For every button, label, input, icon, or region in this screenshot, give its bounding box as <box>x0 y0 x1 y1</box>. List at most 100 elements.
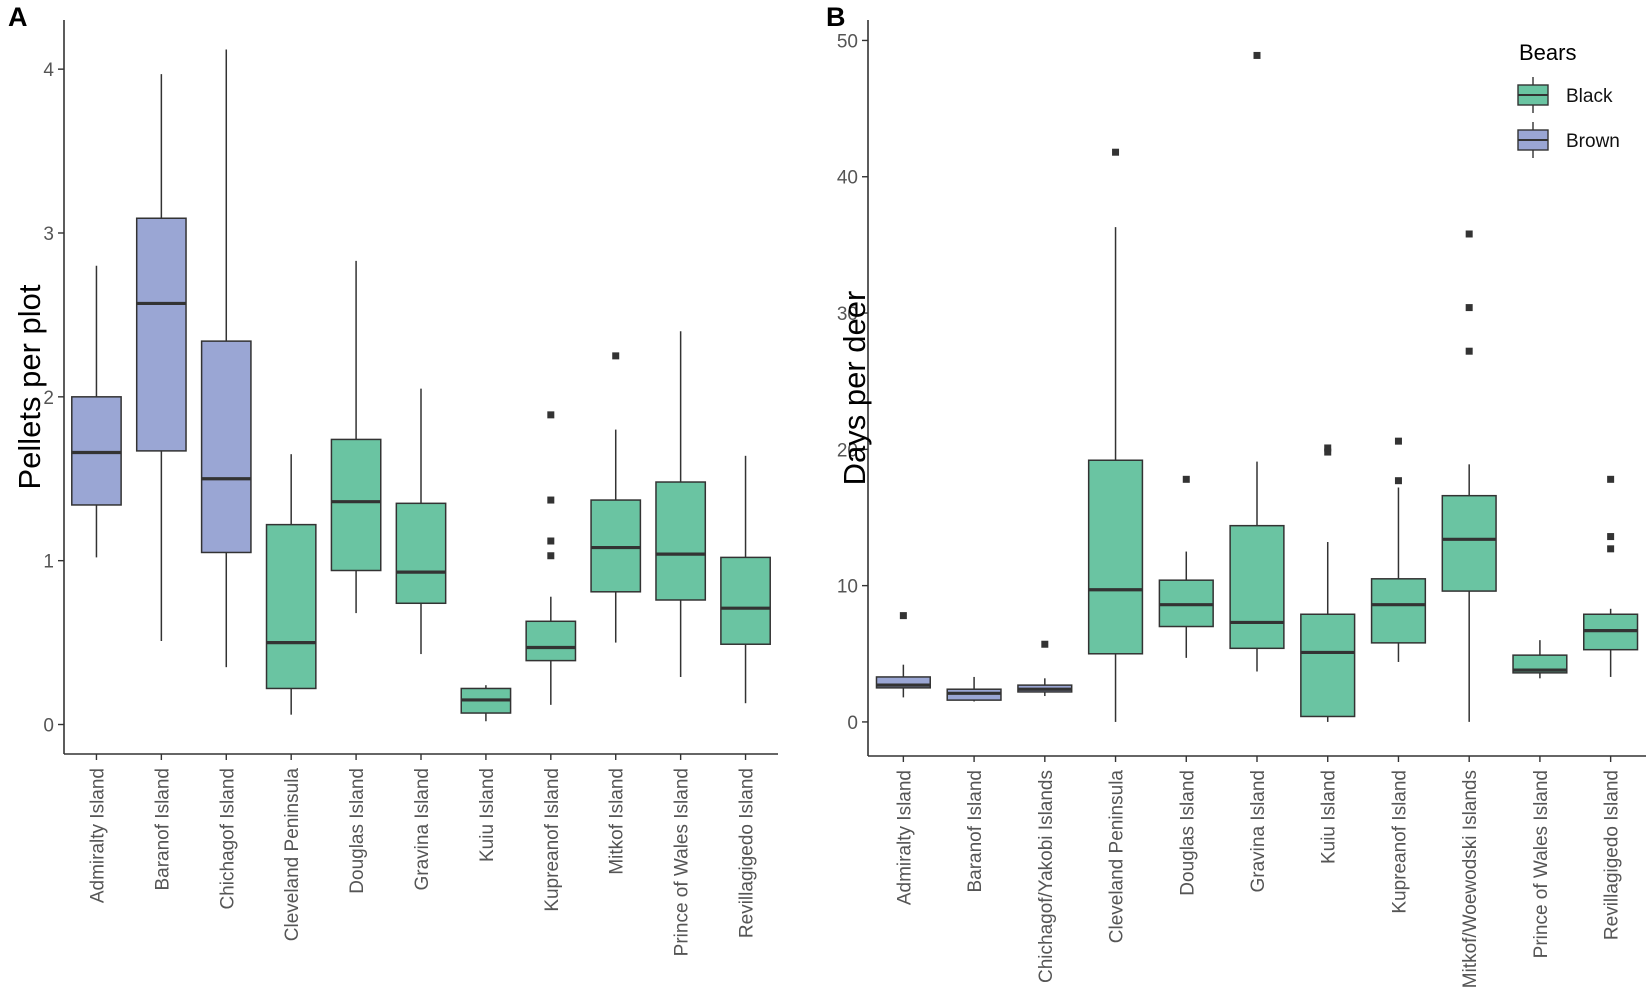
x-tick-label: Revillagigedo Island <box>737 768 758 938</box>
x-tick-label: Baranof Island <box>965 770 986 893</box>
x-tick-label: Cleveland Peninsula <box>1107 770 1128 944</box>
outlier-point <box>1112 148 1120 156</box>
y-tick-label: 20 <box>837 440 858 461</box>
outlier-point <box>1607 533 1615 541</box>
box-kuiu-island <box>460 685 512 722</box>
x-tick-label: Admiralty Island <box>87 768 108 903</box>
outlier-point <box>1253 51 1261 59</box>
box-prince-of-wales-island <box>655 331 707 677</box>
legend-item-brown: Brown <box>1517 122 1620 158</box>
legend: Bears Black Brown <box>1517 40 1620 158</box>
outlier-point <box>1182 475 1190 483</box>
x-tick-label: Prince of Wales Island <box>1531 770 1552 958</box>
outlier-point <box>1394 437 1402 445</box>
y-axis-title: Pellets per plot <box>12 284 47 489</box>
y-axis-title: Days per deer <box>837 291 872 486</box>
iqr-box <box>1087 459 1144 655</box>
legend-item-black: Black <box>1517 77 1613 113</box>
legend-label: Black <box>1566 86 1613 107</box>
box-mitkof-woewodski-islands <box>1441 230 1497 722</box>
x-tick-label: Chichagof/Yakobi Islands <box>1036 770 1057 983</box>
box-admiralty-island <box>71 265 122 558</box>
y-tick-label: 10 <box>837 577 858 598</box>
x-tick-label: Admiralty Island <box>894 770 915 905</box>
x-tick-label: Kuiu Island <box>1319 770 1340 864</box>
outlier-point <box>1607 475 1615 483</box>
box-revillagigedo-island <box>720 455 771 704</box>
iqr-box <box>720 556 771 645</box>
outlier-point <box>1607 545 1615 553</box>
x-tick-label: Mitkof Island <box>607 768 628 875</box>
iqr-box <box>265 523 317 690</box>
panel-b: B 0 10 20 30 40 50 Days per deer Admiralty Islan… <box>826 2 1646 988</box>
y-tick-label: 30 <box>837 304 858 325</box>
y-tick-label: 3 <box>43 224 54 245</box>
box-douglas-island <box>1158 475 1214 658</box>
box-revillagigedo-island <box>1583 475 1639 677</box>
x-tick-label: Prince of Wales Island <box>672 768 693 956</box>
panel-a: A 0 1 2 3 4 Pellets per plot Admiralty Island Ba… <box>8 2 778 956</box>
iqr-box <box>1229 524 1285 650</box>
x-tick-label: Gravina Island <box>1248 770 1269 893</box>
x-tick-label: Revillagigedo Island <box>1602 770 1623 940</box>
box-baranof-island <box>946 676 1002 702</box>
x-tick-label: Gravina Island <box>412 768 433 891</box>
outlier-point <box>547 537 555 545</box>
iqr-box <box>330 438 382 572</box>
y-tick-label: 0 <box>847 713 858 734</box>
x-tick-label: Cleveland Peninsula <box>282 768 303 942</box>
box-mitkof-island <box>590 352 642 643</box>
panel-label: A <box>8 2 28 32</box>
box-admiralty-island <box>875 612 931 698</box>
box-douglas-island <box>330 260 382 614</box>
box-cleveland-peninsula <box>1087 148 1144 722</box>
outlier-point <box>1465 347 1473 355</box>
outlier-point <box>547 411 555 419</box>
outlier-point <box>1465 230 1473 238</box>
y-tick-label: 0 <box>43 716 54 737</box>
x-tick-label: Kupreanof Island <box>1389 770 1410 914</box>
iqr-box <box>200 340 252 554</box>
iqr-box <box>525 620 577 662</box>
box-kuiu-island <box>1300 444 1356 722</box>
iqr-box <box>1370 578 1427 644</box>
iqr-box <box>590 499 642 593</box>
outlier-point <box>1041 640 1049 648</box>
box-kupreanof-island <box>1370 437 1427 662</box>
outlier-point <box>1324 444 1332 452</box>
x-tick-label: Chichagof Island <box>217 768 238 910</box>
iqr-box <box>395 502 447 605</box>
iqr-box <box>1512 654 1568 674</box>
box-gravina-island <box>395 388 447 655</box>
box-chichagof-island <box>200 49 252 668</box>
y-tick-label: 2 <box>43 388 54 409</box>
x-tick-label: Douglas Island <box>1177 770 1198 896</box>
outlier-point <box>1465 304 1473 312</box>
x-tick-label: Baranof Island <box>152 768 173 891</box>
iqr-box <box>875 676 931 689</box>
x-tick-label: Kupreanof Island <box>542 768 563 912</box>
iqr-box <box>1441 494 1497 592</box>
outlier-point <box>899 612 907 620</box>
box-chichagof-yakobi-islands <box>1017 640 1073 697</box>
x-tick-label: Kuiu Island <box>477 768 498 862</box>
panel-label: B <box>826 2 846 32</box>
box-gravina-island <box>1229 51 1285 672</box>
box-kupreanof-island <box>525 411 577 705</box>
box-prince-of-wales-island <box>1512 640 1568 679</box>
outlier-point <box>1394 477 1402 485</box>
y-tick-label: 50 <box>837 31 858 52</box>
legend-title: Bears <box>1519 40 1576 65</box>
box-baranof-island <box>135 74 187 641</box>
outlier-point <box>547 552 555 560</box>
y-tick-label: 40 <box>837 168 858 189</box>
outlier-point <box>612 352 620 360</box>
legend-label: Brown <box>1566 131 1620 152</box>
y-tick-label: 1 <box>43 552 54 573</box>
y-tick-label: 4 <box>43 60 54 81</box>
box-cleveland-peninsula <box>265 454 317 715</box>
iqr-box <box>655 481 707 601</box>
x-tick-label: Mitkof/Woewodski Islands <box>1460 770 1481 988</box>
iqr-box <box>71 396 122 506</box>
